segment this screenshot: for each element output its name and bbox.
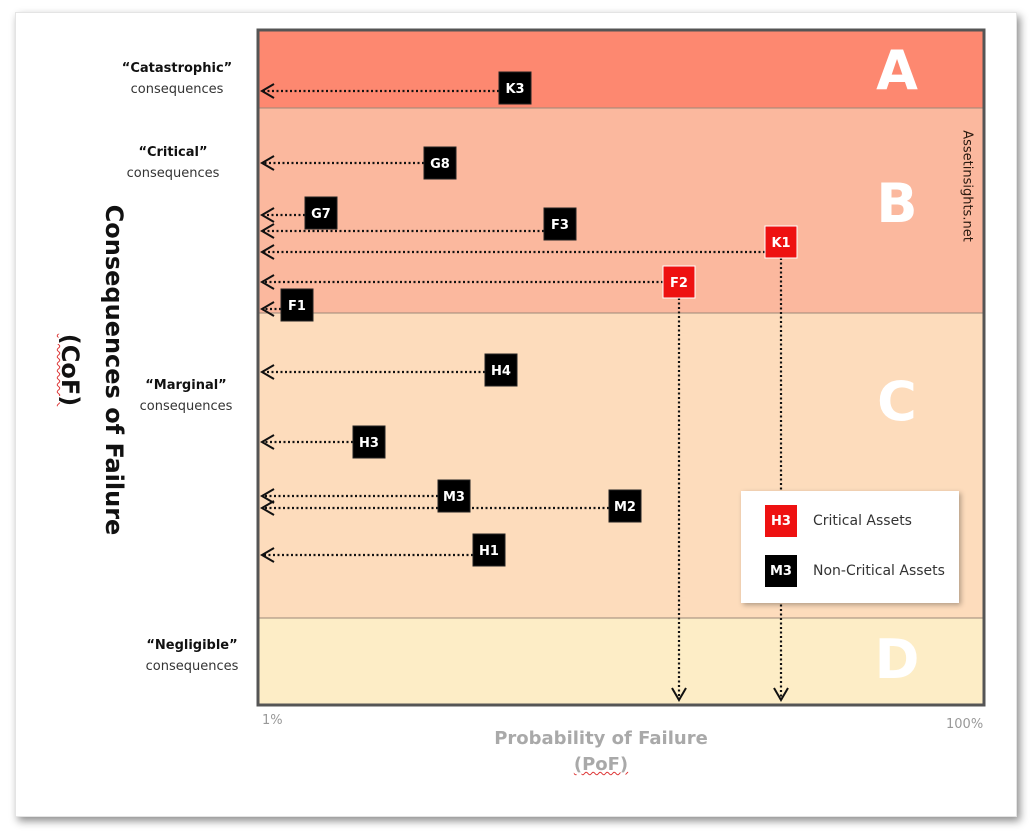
arrowhead-m3-left (260, 488, 275, 504)
arrowhead-k1-down (773, 687, 789, 702)
asset-marker-g7 (304, 196, 338, 230)
watermark: Assetinsights.net (959, 130, 975, 242)
asset-label-f2: F2 (670, 276, 688, 291)
asset-marker-h4 (484, 353, 518, 387)
arrowhead-k1-left (260, 244, 275, 260)
zone-letter-a: A (876, 39, 918, 102)
legend-critical-swatch: H3 (765, 505, 797, 537)
arrowhead-m2-left (260, 500, 275, 516)
legend-critical: H3 Critical Assets (765, 505, 912, 537)
zone-letter-c: C (877, 370, 917, 433)
y-axis-title: Consequences of Failure (CoF) (48, 205, 136, 536)
arrowhead-h4-left (260, 364, 275, 380)
asset-label-g8: G8 (430, 157, 450, 172)
x-axis-title: Probability of Failure (PoF) (494, 726, 708, 778)
x-axis-title-line2: (PoF) (573, 754, 629, 775)
category-catastrophic-label: consequences (130, 82, 224, 97)
asset-label-g7: G7 (311, 207, 331, 222)
category-negligible: “Negligible” consequences (107, 635, 277, 677)
legend-noncritical-swatch: M3 (765, 555, 797, 587)
y-axis-title-line1: Consequences of Failure (100, 204, 128, 536)
asset-marker-h1 (472, 533, 506, 567)
asset-marker-f3 (543, 207, 577, 241)
x-tick-max: 100% (946, 717, 984, 732)
zone-letter-b: B (876, 172, 917, 235)
category-catastrophic-quoted: “Catastrophic” (121, 61, 233, 76)
plot-border (256, 28, 986, 707)
arrowhead-g7-left (260, 207, 275, 223)
zone-b (257, 107, 985, 314)
markers-layer: K3 G8 G7 F3 K1 F2 F1 H4 H3 M3 M2 H1 (280, 71, 798, 567)
zone-letter-d: D (875, 628, 920, 691)
x-tick-min: 1% (262, 713, 283, 728)
arrowhead-h1-left (260, 547, 275, 563)
category-negligible-label: consequences (145, 659, 239, 674)
category-marginal: “Marginal” consequences (101, 375, 271, 417)
zone-a (257, 29, 985, 109)
arrowhead-g8-left (260, 155, 275, 171)
asset-label-h1: H1 (479, 544, 499, 559)
x-axis-title-line1: Probability of Failure (494, 728, 708, 749)
asset-marker-h3 (352, 425, 386, 459)
asset-label-k1: K1 (771, 236, 790, 251)
arrowhead-k3-left (260, 83, 275, 99)
asset-label-h3: H3 (359, 436, 379, 451)
asset-marker-f1 (280, 288, 314, 322)
category-critical-quoted: “Critical” (138, 145, 208, 160)
asset-marker-g8 (423, 146, 457, 180)
legend-critical-label: Critical Assets (813, 513, 912, 529)
category-critical: “Critical” consequences (88, 142, 258, 184)
y-axis-title-line2: (CoF) (56, 333, 84, 407)
arrowhead-f1-left (260, 301, 275, 317)
category-negligible-quoted: “Negligible” (146, 638, 238, 653)
arrowhead-f2-left (260, 274, 275, 290)
asset-label-h4: H4 (491, 364, 511, 379)
asset-label-f1: F1 (288, 299, 306, 314)
zones-layer: A B C D (257, 29, 985, 706)
category-critical-label: consequences (126, 166, 220, 181)
asset-marker-k3 (498, 71, 532, 105)
asset-label-k3: K3 (505, 82, 524, 97)
asset-marker-f2 (662, 265, 696, 299)
arrowhead-f3-left (260, 223, 275, 239)
arrowhead-h3-left (260, 434, 275, 450)
asset-label-m3: M3 (443, 490, 465, 505)
category-marginal-quoted: “Marginal” (145, 378, 227, 393)
legend-noncritical: M3 Non-Critical Assets (765, 555, 945, 587)
legend: H3 Critical Assets M3 Non-Critical Asset… (741, 491, 959, 603)
category-catastrophic: “Catastrophic” consequences (92, 58, 262, 100)
arrowhead-f2-down (671, 687, 687, 702)
asset-marker-m3 (437, 479, 471, 513)
category-marginal-label: consequences (139, 399, 233, 414)
legend-noncritical-label: Non-Critical Assets (813, 563, 945, 579)
asset-label-m2: M2 (614, 500, 636, 515)
asset-marker-m2 (608, 489, 642, 523)
asset-label-f3: F3 (551, 218, 569, 233)
asset-marker-k1 (764, 225, 798, 259)
arrows-layer (260, 83, 789, 702)
